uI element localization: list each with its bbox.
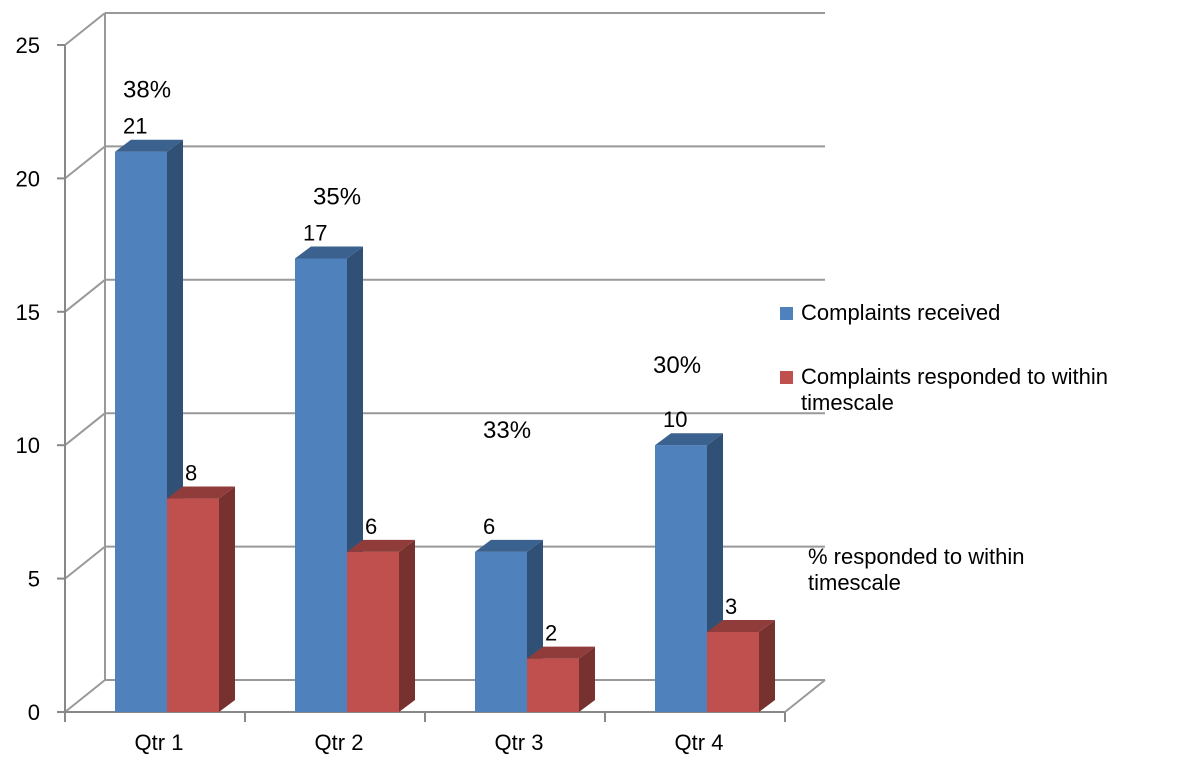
bar-side [399,539,415,712]
bar [655,445,707,712]
gridline-diagonal [64,279,106,313]
x-tick-label: Qtr 4 [675,730,724,755]
data-label: 10 [663,407,687,432]
bars [115,139,775,713]
data-label: 2 [545,621,557,646]
percent-series-label: % responded to within timescale [808,544,1025,595]
bar-top [527,646,595,659]
y-tick-label: 20 [16,166,40,191]
data-label: 8 [185,461,197,486]
y-tick-label: 5 [28,567,40,592]
legend-item-received: Complaints received [780,300,1180,326]
percent-label: 35% [313,183,361,210]
gridline-diagonal [64,145,106,180]
bar [347,551,399,712]
gridline-diagonal [64,679,106,713]
legend-swatch-received [780,307,793,320]
legend-label-responded: Complaints responded to within timescale [801,364,1108,415]
floor-right-edge [784,679,826,713]
bar [527,658,579,712]
y-tick-label: 25 [16,33,40,58]
bar [167,498,219,712]
gridline-diagonal [64,12,106,46]
y-tick-label: 15 [16,300,40,325]
data-label: 6 [483,514,495,539]
x-tick-label: Qtr 3 [495,730,544,755]
bar-top [655,433,723,446]
gridline-diagonal [64,545,106,580]
data-label: 17 [303,220,327,245]
x-tick-label: Qtr 2 [315,730,364,755]
bar-top [475,539,543,552]
percent-label: 38% [123,77,171,104]
bar [707,631,759,712]
data-label: 21 [123,114,147,139]
bar-top [347,539,415,552]
labels: 0 5 10 15 20 25 Qtr 1 21 8 38% Qtr 2 17 6 35% Qtr 3 6 2 3… [16,33,738,755]
legend-swatch-responded [780,371,793,384]
bar-top [707,619,775,632]
gridline-diagonal [64,412,106,446]
bar [115,151,167,713]
bar-side [579,646,595,712]
data-label: 6 [365,514,377,539]
bar [295,258,347,712]
data-label: 3 [725,594,737,619]
percent-label: 30% [653,352,701,379]
x-tick-label: Qtr 1 [135,730,184,755]
legend-label-received: Complaints received [801,300,1001,325]
bar [475,551,527,712]
legend: Complaints received Complaints responded… [780,300,1180,454]
bar-top [167,486,235,499]
y-tick-label: 10 [16,433,40,458]
percent-label: 33% [483,417,531,444]
legend-item-responded: Complaints responded to within timescale [780,364,1180,416]
bar-side [219,486,235,712]
bar-top [115,139,183,152]
bar-top [295,246,363,259]
bar-side [759,619,775,712]
y-tick-label: 0 [28,700,40,725]
